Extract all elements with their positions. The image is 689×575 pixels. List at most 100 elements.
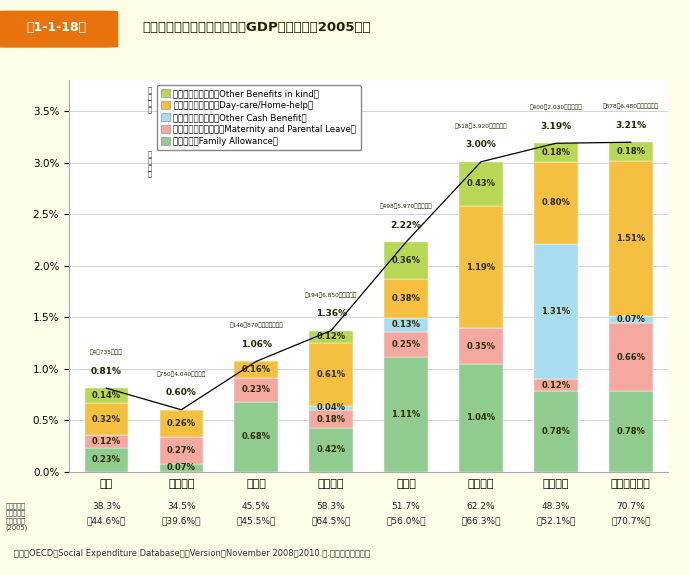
Bar — [460, 162, 503, 206]
Text: （878億6,480万クローネ）: （878億6,480万クローネ） — [603, 104, 659, 109]
Bar — [534, 244, 577, 379]
Text: 0.38%: 0.38% — [391, 294, 420, 303]
FancyBboxPatch shape — [0, 11, 119, 48]
Text: 現
金
給
付: 現 金 給 付 — [147, 151, 152, 177]
Text: 国民負担率
〈潜在的国
民負担率〉
(2005): 国民負担率 〈潜在的国 民負担率〉 (2005) — [5, 502, 28, 531]
Bar — [609, 391, 652, 471]
Text: 0.61%: 0.61% — [316, 370, 346, 379]
Bar — [609, 316, 652, 323]
Text: 0.07%: 0.07% — [167, 463, 196, 473]
Bar — [609, 161, 652, 316]
Text: 0.36%: 0.36% — [391, 256, 420, 265]
Text: 各国の家族関係社会支出の対GDP比の比較（2005年）: 各国の家族関係社会支出の対GDP比の比較（2005年） — [142, 21, 371, 34]
Bar — [309, 405, 353, 410]
Text: 0.60%: 0.60% — [166, 389, 197, 397]
Text: 〈56.0%〉: 〈56.0%〉 — [387, 516, 426, 525]
Text: 0.04%: 0.04% — [317, 403, 346, 412]
Text: 0.66%: 0.66% — [616, 353, 646, 362]
Text: 1.51%: 1.51% — [616, 234, 646, 243]
Text: 現
物
給
付: 現 物 給 付 — [147, 86, 152, 113]
Bar — [609, 142, 652, 161]
Text: 〈44.6%〉: 〈44.6%〉 — [87, 516, 126, 525]
Text: 0.26%: 0.26% — [167, 419, 196, 428]
Text: 0.18%: 0.18% — [317, 415, 346, 424]
Text: 0.12%: 0.12% — [542, 381, 570, 390]
Text: 0.23%: 0.23% — [92, 455, 121, 464]
Text: 〈66.3%〉: 〈66.3%〉 — [461, 516, 501, 525]
Text: 〈64.5%〉: 〈64.5%〉 — [311, 516, 351, 525]
Bar — [160, 464, 203, 472]
Bar — [160, 436, 203, 464]
Text: 0.68%: 0.68% — [242, 432, 271, 441]
Text: 0.43%: 0.43% — [466, 179, 495, 189]
Bar — [384, 357, 428, 471]
Text: 0.80%: 0.80% — [542, 198, 570, 208]
Bar — [85, 402, 128, 435]
Text: 3.19%: 3.19% — [540, 122, 572, 131]
Bar — [384, 279, 428, 318]
Text: 58.3%: 58.3% — [317, 502, 345, 511]
Bar — [384, 318, 428, 332]
Text: 45.5%: 45.5% — [242, 502, 271, 511]
Bar — [234, 362, 278, 378]
Bar — [534, 379, 577, 391]
Text: 0.14%: 0.14% — [92, 391, 121, 400]
Text: 0.18%: 0.18% — [542, 148, 570, 157]
Text: 〈45.5%〉: 〈45.5%〉 — [236, 516, 276, 525]
Text: （146億870万カナダドル）: （146億870万カナダドル） — [229, 323, 283, 328]
Text: 2.22%: 2.22% — [391, 221, 422, 229]
Text: （4兆735億円）: （4兆735億円） — [90, 350, 123, 355]
Text: 0.18%: 0.18% — [617, 147, 646, 156]
Text: （750億4,040万ドル）: （750億4,040万ドル） — [156, 371, 206, 377]
Bar — [534, 391, 577, 471]
Bar — [234, 378, 278, 401]
Text: （194億6,850万ユーロ）: （194億6,850万ユーロ） — [305, 292, 358, 298]
Text: 0.81%: 0.81% — [91, 367, 122, 376]
Text: 第1-1-18図: 第1-1-18図 — [26, 21, 86, 34]
Text: 62.2%: 62.2% — [466, 502, 495, 511]
Bar — [85, 388, 128, 402]
Text: （498億5,970万ユーロ）: （498億5,970万ユーロ） — [380, 204, 433, 209]
Text: 0.23%: 0.23% — [242, 385, 271, 394]
Text: 資料：OECD：Social Expenditure Database　（Version：November 2008）2010.２.８取得データ　等: 資料：OECD：Social Expenditure Database （Ver… — [14, 549, 370, 558]
Bar — [309, 343, 353, 405]
Bar — [85, 448, 128, 471]
Text: 3.21%: 3.21% — [615, 121, 646, 130]
Text: 1.36%: 1.36% — [316, 309, 347, 318]
Text: 51.7%: 51.7% — [392, 502, 420, 511]
Text: 0.27%: 0.27% — [167, 446, 196, 455]
Text: 0.78%: 0.78% — [542, 427, 570, 436]
Text: 3.00%: 3.00% — [466, 140, 497, 150]
Bar — [309, 331, 353, 343]
Text: 0.13%: 0.13% — [391, 320, 420, 329]
Text: 0.42%: 0.42% — [316, 446, 346, 454]
Text: 1.11%: 1.11% — [391, 410, 421, 419]
Bar — [234, 401, 278, 471]
Text: 0.16%: 0.16% — [242, 365, 271, 374]
Bar — [534, 162, 577, 244]
Bar — [609, 323, 652, 391]
Text: 〈39.6%〉: 〈39.6%〉 — [161, 516, 201, 525]
Text: （400億2,030万ポンド）: （400億2,030万ポンド） — [530, 105, 582, 110]
Text: 0.07%: 0.07% — [617, 315, 646, 324]
Bar — [160, 410, 203, 436]
Text: 34.5%: 34.5% — [167, 502, 196, 511]
Text: 48.3%: 48.3% — [542, 502, 570, 511]
Text: 1.06%: 1.06% — [240, 340, 271, 349]
Bar — [460, 328, 503, 365]
Text: 38.3%: 38.3% — [92, 502, 121, 511]
Text: 0.25%: 0.25% — [391, 340, 421, 349]
Bar — [460, 365, 503, 472]
Legend: その他の現物給付（Other Benefits in kind）, 保育・就学前教育（Day-care/Home-help）, その他の現金給付（Other C: その他の現物給付（Other Benefits in kind）, 保育・就学前… — [157, 85, 361, 151]
Text: 0.12%: 0.12% — [316, 332, 346, 341]
Text: （518億3,920万ユーロ）: （518億3,920万ユーロ） — [455, 123, 507, 129]
Text: 0.35%: 0.35% — [466, 342, 495, 351]
Text: 0.12%: 0.12% — [92, 437, 121, 446]
Bar — [309, 410, 353, 428]
Text: 1.04%: 1.04% — [466, 413, 495, 423]
Text: 〈52.1%〉: 〈52.1%〉 — [536, 516, 575, 525]
Bar — [460, 206, 503, 328]
Text: 1.31%: 1.31% — [542, 307, 570, 316]
Bar — [384, 332, 428, 357]
Bar — [309, 428, 353, 472]
